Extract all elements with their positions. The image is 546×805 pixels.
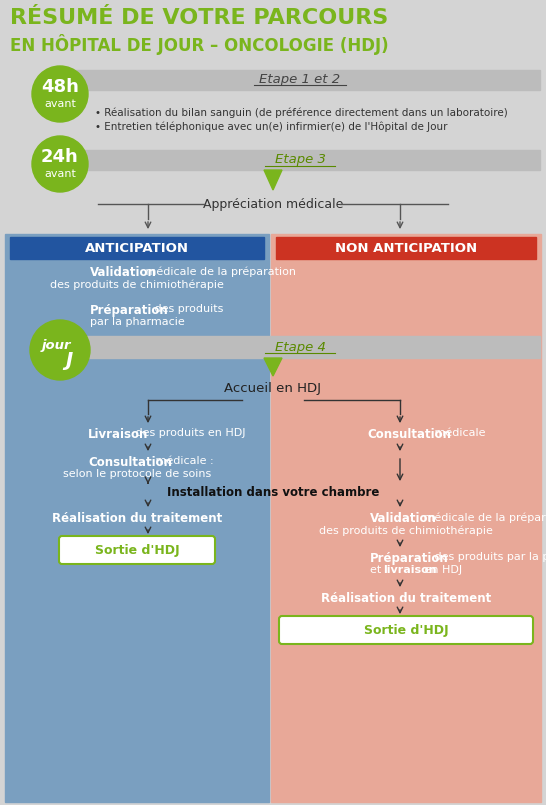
Text: et: et — [370, 565, 385, 575]
Bar — [271, 234, 541, 802]
Text: avant: avant — [44, 169, 76, 179]
Text: des produits de chimiothérapie: des produits de chimiothérapie — [319, 525, 493, 535]
Bar — [10, 237, 264, 259]
Bar — [60, 70, 540, 90]
Text: avant: avant — [44, 99, 76, 109]
Circle shape — [32, 66, 88, 122]
Text: Etape 3: Etape 3 — [275, 154, 325, 167]
Text: médicale de la préparation: médicale de la préparation — [420, 512, 546, 522]
Text: Sortie d'HDJ: Sortie d'HDJ — [94, 543, 179, 556]
Text: jour: jour — [41, 338, 71, 352]
Text: Etape 4: Etape 4 — [275, 341, 325, 353]
FancyBboxPatch shape — [59, 536, 215, 564]
Circle shape — [32, 136, 88, 192]
Bar — [276, 237, 536, 259]
Text: • Réalisation du bilan sanguin (de préférence directement dans un laboratoire): • Réalisation du bilan sanguin (de préfé… — [95, 108, 508, 118]
Text: médicale: médicale — [431, 428, 485, 438]
Text: Livraison: Livraison — [88, 428, 149, 441]
Text: Préparation: Préparation — [370, 552, 449, 565]
FancyBboxPatch shape — [279, 616, 533, 644]
Text: 48h: 48h — [41, 78, 79, 96]
Text: NON ANTICIPATION: NON ANTICIPATION — [335, 242, 477, 254]
Circle shape — [30, 320, 90, 380]
Bar — [5, 234, 269, 802]
Bar — [60, 150, 540, 170]
Text: Installation dans votre chambre: Installation dans votre chambre — [167, 486, 379, 499]
Text: Appréciation médicale: Appréciation médicale — [203, 197, 343, 210]
Text: Validation: Validation — [90, 266, 157, 279]
Text: EN HÔPITAL DE JOUR – ONCOLOGIE (HDJ): EN HÔPITAL DE JOUR – ONCOLOGIE (HDJ) — [10, 34, 389, 55]
Text: Etape 1 et 2: Etape 1 et 2 — [259, 73, 341, 86]
Text: Accueil en HDJ: Accueil en HDJ — [224, 382, 322, 395]
Text: médicale :: médicale : — [152, 456, 213, 466]
Text: livraison: livraison — [383, 565, 437, 575]
Text: selon le protocole de soins: selon le protocole de soins — [63, 469, 211, 479]
Text: médicale de la préparation: médicale de la préparation — [142, 266, 296, 276]
Text: des produits par la pharmacie: des produits par la pharmacie — [431, 552, 546, 562]
Text: RÉSUMÉ DE VOTRE PARCOURS: RÉSUMÉ DE VOTRE PARCOURS — [10, 8, 388, 28]
Text: en HDJ: en HDJ — [421, 565, 462, 575]
Text: Sortie d'HDJ: Sortie d'HDJ — [364, 624, 448, 637]
Text: des produits de chimiothérapie: des produits de chimiothérapie — [50, 279, 224, 290]
Polygon shape — [264, 358, 282, 376]
Text: ANTICIPATION: ANTICIPATION — [85, 242, 189, 254]
Polygon shape — [264, 170, 282, 190]
Text: J: J — [66, 350, 73, 369]
Text: Consultation: Consultation — [367, 428, 451, 441]
Text: des produits: des produits — [151, 304, 223, 314]
Text: par la pharmacie: par la pharmacie — [90, 317, 185, 327]
Text: 24h: 24h — [41, 148, 79, 166]
Text: • Entretien téléphonique avec un(e) infirmier(e) de l'Hôpital de Jour: • Entretien téléphonique avec un(e) infi… — [95, 121, 448, 131]
Text: Réalisation du traitement: Réalisation du traitement — [321, 592, 491, 605]
Text: Réalisation du traitement: Réalisation du traitement — [52, 512, 222, 525]
Bar — [60, 336, 540, 358]
Text: Validation: Validation — [370, 512, 437, 525]
Text: Consultation: Consultation — [88, 456, 172, 469]
Text: Préparation: Préparation — [90, 304, 169, 317]
Text: des produits en HDJ: des produits en HDJ — [132, 428, 246, 438]
